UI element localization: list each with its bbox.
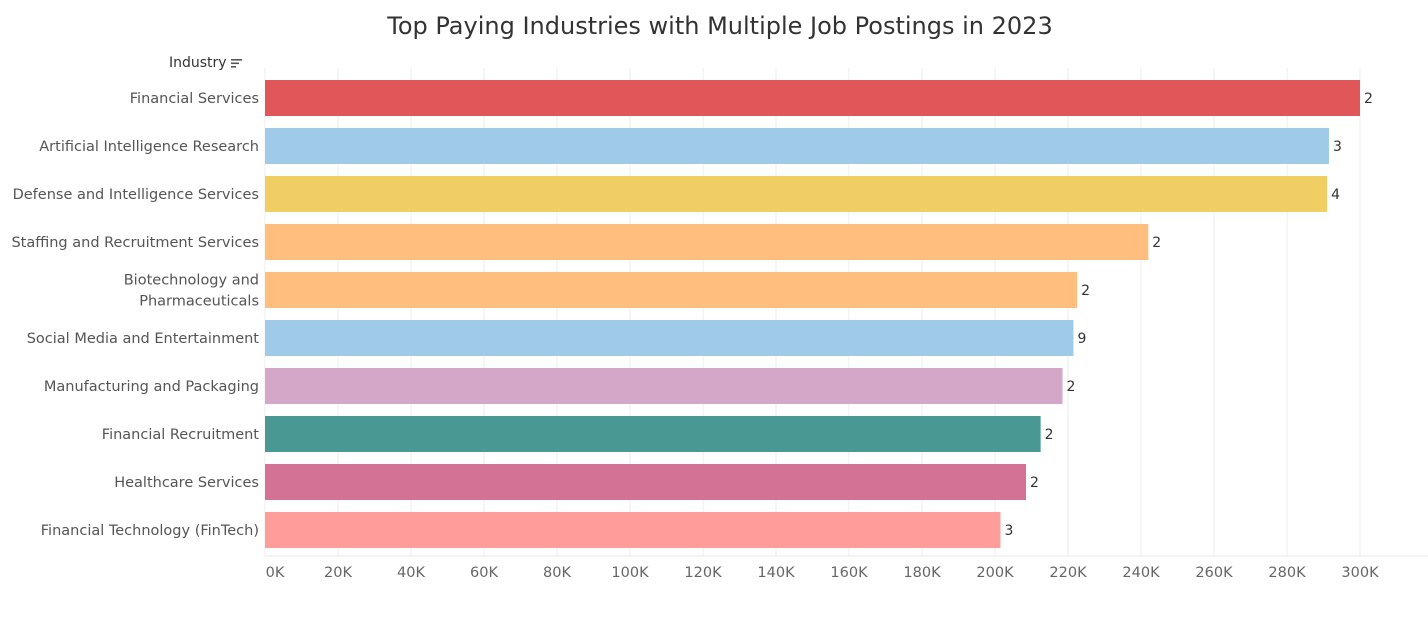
x-tick-label: 200K [976, 565, 1014, 581]
x-tick-label: 300K [1341, 565, 1379, 581]
category-label: Financial Technology (FinTech) [41, 523, 259, 539]
bar[interactable] [265, 176, 1328, 212]
bar[interactable] [265, 464, 1027, 500]
chart-title: Top Paying Industries with Multiple Job … [387, 12, 1053, 40]
data-label: 2 [1152, 235, 1161, 251]
x-tick-label: 20K [324, 565, 352, 581]
bars [265, 80, 1360, 548]
x-tick-label: 160K [830, 565, 868, 581]
data-label: 4 [1331, 187, 1340, 203]
industry-field-header[interactable]: Industry [169, 55, 243, 71]
x-tick-label: 0K [266, 565, 285, 581]
data-labels: 2 3 4 2 2 9 2 2 2 3 [1004, 91, 1372, 539]
x-tick-label: 280K [1268, 565, 1306, 581]
data-label: 3 [1004, 523, 1013, 539]
bar[interactable] [265, 224, 1149, 260]
bar[interactable] [265, 80, 1360, 116]
bar[interactable] [265, 512, 1001, 548]
category-label: Healthcare Services [114, 475, 259, 491]
bar[interactable] [265, 320, 1074, 356]
industry-field-label: Industry [169, 55, 227, 71]
x-tick-label: 120K [684, 565, 722, 581]
x-tick-label: 40K [397, 565, 425, 581]
data-label: 2 [1067, 379, 1076, 395]
x-axis: 0K 20K 40K 60K 80K 100K 120K 140K 160K 180K 200K 22… [265, 555, 1428, 581]
x-tick-label: 180K [903, 565, 941, 581]
data-label: 9 [1077, 331, 1086, 347]
category-label: Manufacturing and Packaging [44, 379, 259, 395]
x-tick-label: 240K [1122, 565, 1160, 581]
data-label: 3 [1333, 139, 1342, 155]
x-tick-label: 220K [1049, 565, 1087, 581]
bar[interactable] [265, 128, 1329, 164]
data-label: 2 [1045, 427, 1054, 443]
data-label: 2 [1081, 283, 1090, 299]
category-label: Financial Services [130, 91, 259, 107]
data-label: 2 [1030, 475, 1039, 491]
x-tick-label: 260K [1195, 565, 1233, 581]
x-tick-label: 100K [611, 565, 649, 581]
bar[interactable] [265, 416, 1041, 452]
data-label: 2 [1364, 91, 1373, 107]
x-tick-label: 80K [543, 565, 571, 581]
x-tick-label: 60K [470, 565, 498, 581]
category-label: Financial Recruitment [102, 427, 260, 443]
x-tick-label: 140K [757, 565, 795, 581]
bar[interactable] [265, 368, 1063, 404]
category-label: Biotechnology and [124, 273, 259, 289]
category-label: Social Media and Entertainment [27, 331, 260, 347]
category-label: Artificial Intelligence Research [39, 139, 259, 155]
category-label: Defense and Intelligence Services [13, 187, 259, 203]
category-label: Pharmaceuticals [139, 294, 259, 310]
category-labels: Financial Services Artificial Intelligenc… [11, 91, 259, 539]
category-label: Staffing and Recruitment Services [11, 235, 259, 251]
sort-descending-icon[interactable] [230, 58, 243, 68]
bar[interactable] [265, 272, 1078, 308]
